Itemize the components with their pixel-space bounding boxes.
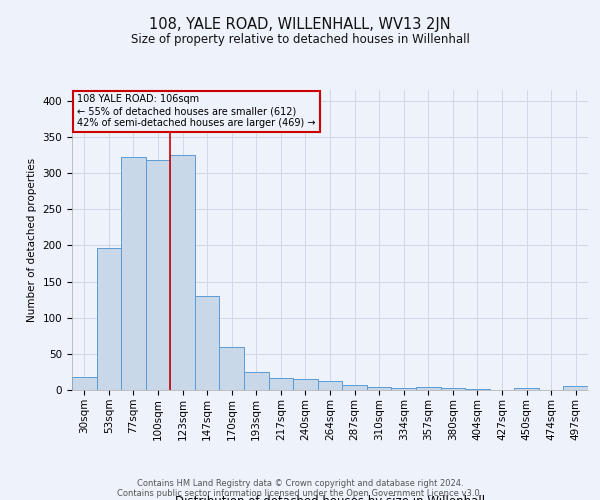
Text: Size of property relative to detached houses in Willenhall: Size of property relative to detached ho…: [131, 32, 469, 46]
Bar: [97, 248, 121, 390]
Y-axis label: Number of detached properties: Number of detached properties: [27, 158, 37, 322]
Bar: [391, 388, 416, 390]
Bar: [244, 372, 269, 390]
Bar: [440, 388, 465, 390]
Bar: [367, 387, 391, 390]
Text: Contains public sector information licensed under the Open Government Licence v3: Contains public sector information licen…: [118, 488, 482, 498]
Bar: [146, 160, 170, 390]
Bar: [342, 385, 367, 390]
Bar: [170, 155, 195, 390]
Bar: [563, 386, 588, 390]
Bar: [269, 378, 293, 390]
Text: 108 YALE ROAD: 106sqm
← 55% of detached houses are smaller (612)
42% of semi-det: 108 YALE ROAD: 106sqm ← 55% of detached …: [77, 94, 316, 128]
Bar: [416, 387, 440, 390]
Bar: [318, 382, 342, 390]
Text: 108, YALE ROAD, WILLENHALL, WV13 2JN: 108, YALE ROAD, WILLENHALL, WV13 2JN: [149, 18, 451, 32]
Bar: [220, 346, 244, 390]
Bar: [72, 377, 97, 390]
Bar: [121, 157, 146, 390]
Bar: [195, 296, 220, 390]
Bar: [514, 388, 539, 390]
X-axis label: Distribution of detached houses by size in Willenhall: Distribution of detached houses by size …: [175, 496, 485, 500]
Text: Contains HM Land Registry data © Crown copyright and database right 2024.: Contains HM Land Registry data © Crown c…: [137, 478, 463, 488]
Bar: [293, 379, 318, 390]
